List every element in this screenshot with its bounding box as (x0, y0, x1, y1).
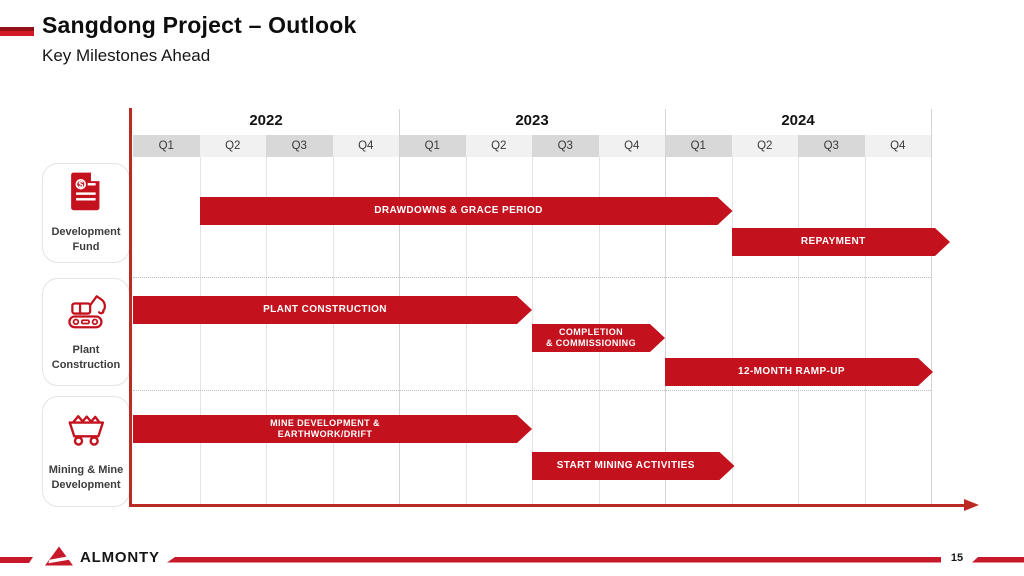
quarter-cell-0-2: Q3 (266, 135, 333, 157)
quarter-cell-1-0: Q1 (399, 135, 466, 157)
quarter-cell-0-0: Q1 (133, 135, 200, 157)
bar-label-line: COMPLETION (559, 326, 623, 337)
lane-card-development-fund: $ Development Fund (42, 163, 130, 263)
quarter-gridline (731, 157, 733, 506)
quarter-cell-2-0: Q1 (665, 135, 732, 157)
page-number: 15 (950, 552, 964, 564)
quarter-gridline (332, 157, 334, 506)
bar-completion-commissioning: COMPLETION & COMMISSIONING (532, 324, 665, 352)
svg-text:$: $ (78, 179, 83, 189)
quarter-cell-1-2: Q3 (532, 135, 599, 157)
quarter-cell-1-3: Q4 (598, 135, 665, 157)
timeline-vertical-axis (129, 108, 132, 507)
year-label-1: 2023 (515, 112, 549, 129)
mine-cart-icon (61, 411, 111, 454)
bar-label: REPAYMENT (800, 236, 866, 247)
quarter-cell-2-1: Q2 (731, 135, 798, 157)
document-dollar-icon: $ (69, 171, 103, 216)
year-label-0: 2022 (249, 112, 283, 129)
bar-label: 12-MONTH RAMP-UP (738, 366, 845, 377)
almonty-logo-icon (44, 546, 74, 571)
bar-mine-development-earthwork-drift: MINE DEVELOPMENT & EARTHWORK/DRIFT (133, 415, 532, 443)
year-label-2: 2024 (781, 112, 815, 129)
bar-label-line: MINE DEVELOPMENT & (270, 417, 380, 428)
year-gridline (665, 109, 666, 506)
bar-repayment: REPAYMENT (732, 228, 951, 256)
quarter-gridline (798, 157, 799, 506)
title-accent-dash (0, 27, 34, 36)
quarter-cell-1-1: Q2 (465, 135, 532, 157)
page-title: Sangdong Project – Outlook (42, 12, 357, 38)
bar-label-line: & COMMISSIONING (545, 338, 636, 348)
lane-card-plant-construction: Plant Construction (42, 278, 130, 386)
bar-drawdowns-grace-period: DRAWDOWNS & GRACE PERIOD (200, 197, 733, 225)
quarter-gridline (465, 157, 467, 506)
footer-accent-dash (0, 557, 33, 563)
lane-separator-1 (133, 277, 931, 278)
quarter-cell-0-1: Q2 (199, 135, 266, 157)
lane-card-mining-mine-development: Mining & Mine Development (42, 396, 130, 507)
quarter-gridline (864, 157, 866, 506)
quarter-gridline (199, 157, 201, 506)
lane-separator-2 (133, 390, 931, 391)
excavator-icon (62, 291, 110, 334)
almonty-logo-text: ALMONTY (80, 549, 160, 566)
year-gridline (931, 109, 932, 506)
timeline-horizontal-axis (129, 504, 967, 507)
lane-label-mining-mine-development: Mining & Mine Development (48, 463, 124, 491)
bar-plant-construction: PLANT CONSTRUCTION (133, 296, 532, 324)
bar-label: DRAWDOWNS & GRACE PERIOD (374, 205, 543, 216)
quarter-cell-2-3: Q4 (864, 135, 931, 157)
lane-label-plant-construction: Plant Construction (51, 344, 121, 371)
bar-label-line: EARTHWORK/DRIFT (277, 429, 373, 439)
footer-line-right (972, 557, 1024, 563)
lane-label-development-fund: Development Fund (51, 226, 121, 253)
axis-arrowhead-icon (964, 499, 979, 511)
bar-label: PLANT CONSTRUCTION (263, 304, 387, 315)
footer-line (167, 557, 941, 563)
bar-start-mining-activities: START MINING ACTIVITIES (532, 452, 735, 480)
quarter-cell-0-3: Q4 (332, 135, 399, 157)
bar-12-month-ramp-up: 12-MONTH RAMP-UP (665, 358, 933, 386)
quarter-gridline (266, 157, 267, 506)
bar-label: START MINING ACTIVITIES (556, 460, 695, 471)
page-subtitle: Key Milestones Ahead (42, 46, 211, 65)
quarter-cell-2-2: Q3 (798, 135, 865, 157)
